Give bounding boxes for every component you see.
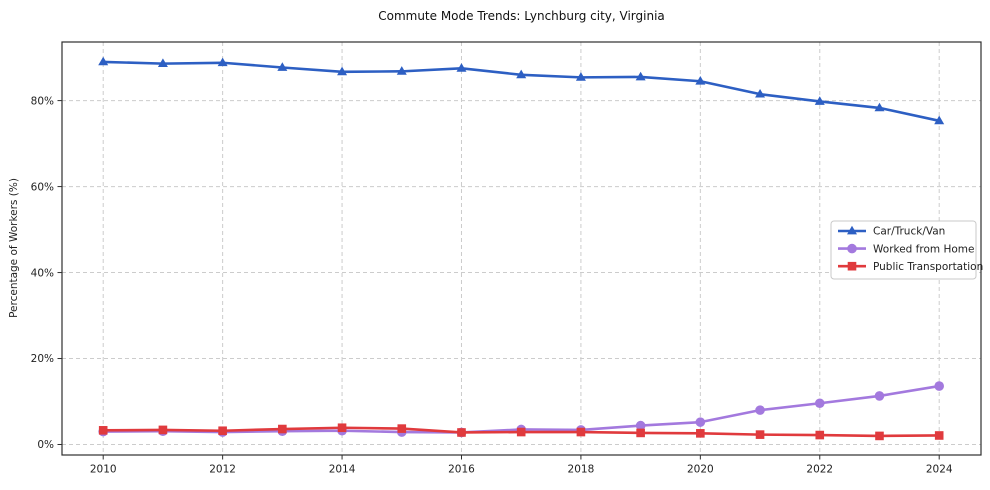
data-point-public-transportation: [158, 425, 168, 435]
y-tick-label: 20%: [31, 353, 54, 365]
data-point-car-truck-van: [575, 72, 586, 81]
data-point-public-transportation: [934, 431, 944, 440]
data-point-car-truck-van: [277, 62, 288, 71]
x-tick-label: 2010: [90, 464, 117, 476]
data-point-car-truck-van: [934, 115, 945, 125]
data-point-car-truck-van: [337, 66, 348, 76]
legend-marker-public-transportation: [847, 261, 857, 271]
data-point-worked-from-home: [695, 417, 706, 427]
x-tick-label: 2012: [209, 464, 236, 476]
y-tick-label: 80%: [31, 95, 54, 107]
data-point-public-transportation: [516, 427, 526, 437]
y-tick-label: 60%: [31, 181, 54, 193]
data-point-car-truck-van: [516, 69, 527, 79]
legend-label-worked-from-home: Worked from Home: [873, 243, 974, 255]
data-point-public-transportation: [636, 428, 645, 438]
data-point-car-truck-van: [456, 63, 467, 72]
data-point-public-transportation: [576, 427, 586, 437]
data-point-car-truck-van: [396, 66, 407, 75]
data-point-car-truck-van: [157, 58, 168, 68]
chart-title: Commute Mode Trends: Lynchburg city, Vir…: [378, 9, 665, 23]
data-point-public-transportation: [457, 428, 466, 437]
x-tick-label: 2020: [687, 464, 714, 476]
data-point-car-truck-van: [874, 102, 885, 112]
data-point-car-truck-van: [755, 88, 766, 98]
legend-label-car-truck-van: Car/Truck/Van: [873, 226, 945, 238]
data-point-public-transportation: [875, 431, 884, 441]
data-point-worked-from-home: [755, 405, 765, 415]
legend-box: [830, 220, 977, 280]
x-tick-label: 2016: [448, 464, 475, 476]
data-point-public-transportation: [815, 430, 825, 440]
x-tick-label: 2022: [806, 464, 833, 476]
data-point-worked-from-home: [635, 420, 646, 431]
data-point-car-truck-van: [635, 71, 646, 81]
data-point-car-truck-van: [98, 56, 109, 66]
data-point-public-transportation: [755, 430, 765, 439]
plot-border: [61, 41, 982, 456]
data-point-public-transportation: [696, 429, 705, 438]
y-tick-label: 0%: [37, 439, 54, 451]
x-tick-label: 2014: [329, 464, 356, 476]
data-point-public-transportation: [218, 426, 227, 436]
y-tick-label: 40%: [31, 267, 54, 279]
data-point-worked-from-home: [814, 398, 825, 409]
data-point-public-transportation: [397, 424, 407, 433]
data-point-car-truck-van: [217, 57, 228, 67]
legend-label-public-transportation: Public Transportation: [873, 261, 983, 273]
data-point-worked-from-home: [934, 381, 945, 391]
legend-marker-worked-from-home: [847, 243, 857, 254]
data-point-car-truck-van: [695, 76, 706, 85]
data-point-public-transportation: [278, 424, 287, 434]
data-point-car-truck-van: [814, 96, 825, 105]
data-point-public-transportation: [98, 426, 108, 435]
data-point-worked-from-home: [874, 391, 885, 401]
data-point-public-transportation: [337, 423, 347, 433]
x-tick-label: 2018: [568, 464, 595, 476]
x-tick-label: 2024: [926, 464, 953, 476]
legend-marker-car-truck-van: [847, 225, 857, 235]
